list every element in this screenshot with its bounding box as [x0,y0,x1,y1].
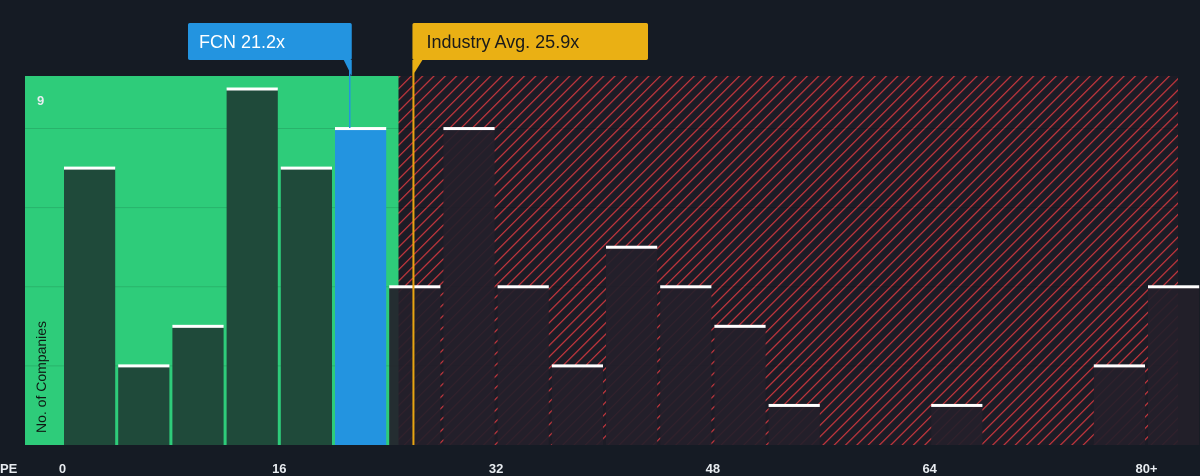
bar-cap-80 [1148,285,1200,289]
bar-80 [1148,286,1200,445]
bar-28 [443,128,495,446]
industry-callout-pointer [412,60,423,76]
y-tick-label: 9 [37,93,44,108]
bars [64,89,1200,446]
bar-cap-12 [226,87,278,91]
bar-8 [172,326,224,445]
bar-cap-28 [443,127,495,131]
bar-12 [226,89,278,445]
x-tick-32: 32 [489,461,503,476]
bar-cap-24 [389,285,441,289]
industry-callout-label: Industry Avg. 25.9x [426,32,579,52]
bar-cap-40 [606,245,658,249]
bar-cap-76 [1093,364,1145,368]
bar-cap-20 [335,127,387,131]
x-tick-16: 16 [272,461,286,476]
company-callout-label: FCN 21.2x [199,32,285,52]
y-axis-label: No. of Companies [33,321,49,433]
x-tick-48: 48 [706,461,720,476]
company-callout [188,23,352,60]
bar-44 [660,286,712,445]
bar-16 [280,168,332,445]
bar-cap-8 [172,324,224,328]
bar-20 [335,128,387,446]
bar-cap-32 [497,285,549,289]
company-callout-pointer [343,60,352,76]
bar-cap-48 [714,324,766,328]
bar-cap-4 [118,364,170,368]
industry-callout [412,23,648,60]
bar-caps [64,87,1200,407]
bar-cap-64 [931,403,983,407]
bar-24 [389,286,441,445]
bar-cap-0 [64,166,116,170]
x-axis-label: PE [0,461,18,476]
x-tick-0: 0 [59,461,66,476]
bar-cap-52 [768,403,820,407]
bar-32 [497,286,549,445]
bar-52 [768,405,820,445]
bar-cap-16 [280,166,332,170]
bar-76 [1093,365,1145,445]
x-tick-80+: 80+ [1135,461,1157,476]
bar-40 [606,247,658,445]
bar-cap-44 [660,285,712,289]
bar-4 [118,365,170,445]
x-tick-labels: 0 16 32 48 64 80+ [59,461,1158,476]
x-tick-64: 64 [922,461,937,476]
bar-36 [551,365,603,445]
bar-cap-36 [551,364,603,368]
bar-0 [64,168,116,445]
bar-64 [931,405,983,445]
bar-48 [714,326,766,445]
